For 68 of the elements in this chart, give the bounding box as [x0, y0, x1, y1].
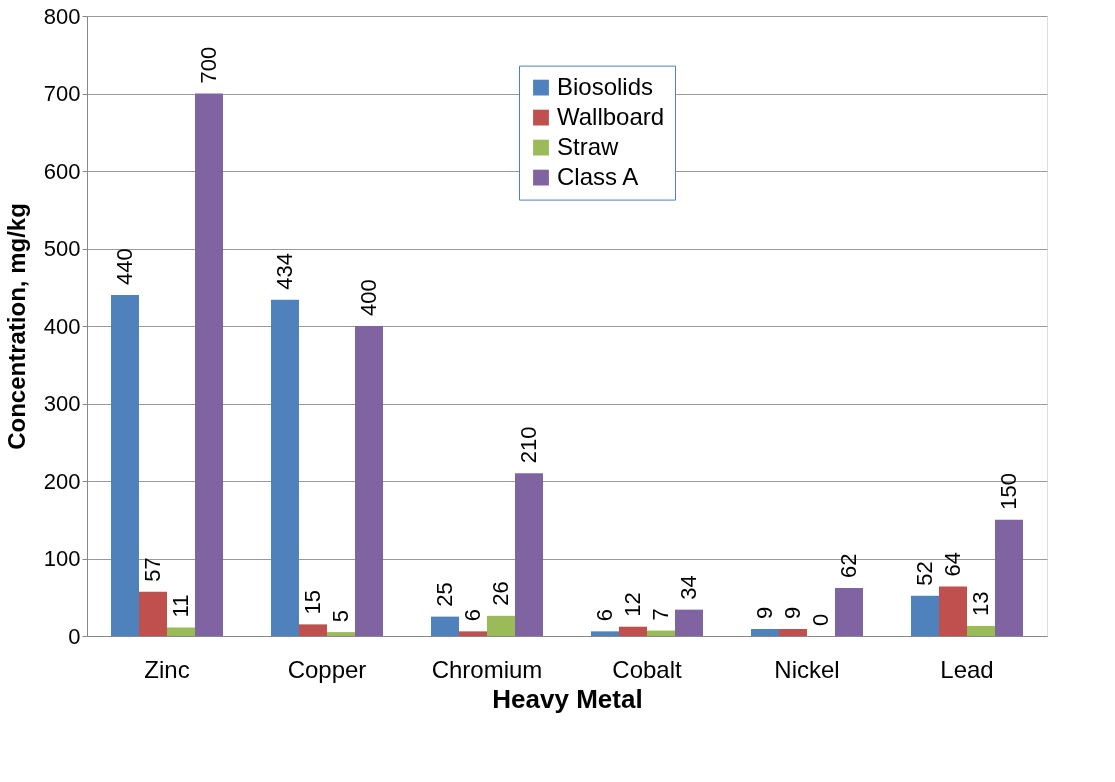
bar: [647, 630, 675, 636]
x-tick-label: Zinc: [144, 655, 190, 683]
y-tick-label: 200: [43, 468, 81, 494]
bar: [967, 625, 995, 636]
bar: [779, 629, 807, 636]
data-label: 210: [516, 426, 541, 464]
bar: [195, 93, 223, 636]
data-label: 25: [432, 582, 457, 607]
y-tick-label: 300: [43, 391, 81, 416]
data-label: 13: [968, 591, 993, 616]
bar: [995, 519, 1023, 636]
bar: [271, 299, 299, 636]
data-label: 57: [140, 557, 165, 582]
data-label: 400: [356, 279, 381, 316]
data-label: 9: [780, 606, 805, 620]
data-label: 700: [196, 46, 221, 84]
bar: [751, 629, 779, 636]
legend-label: Class A: [557, 162, 639, 190]
bar: [299, 624, 327, 636]
data-label: 64: [940, 551, 965, 577]
y-tick-label: 400: [43, 313, 81, 339]
bar: [431, 616, 459, 636]
data-label: 434: [272, 252, 297, 290]
data-label: 5: [328, 609, 353, 623]
x-tick-label: Chromium: [431, 655, 543, 683]
bar: [487, 615, 515, 636]
legend-label: Straw: [557, 132, 620, 160]
bar: [675, 609, 703, 636]
data-label: 150: [996, 473, 1021, 510]
bar: [111, 295, 139, 636]
bar: [911, 595, 939, 636]
bar: [619, 626, 647, 636]
bar: [939, 586, 967, 636]
y-tick-label: 800: [43, 3, 81, 29]
data-label: 52: [912, 561, 937, 586]
bar: [327, 632, 355, 636]
y-axis-title: Concentration, mg/kg: [2, 203, 30, 450]
data-label: 440: [112, 248, 137, 285]
x-tick-label: Lead: [940, 655, 994, 683]
data-label: 9: [752, 606, 777, 620]
data-label: 34: [676, 575, 701, 600]
bar: [835, 587, 863, 636]
y-tick-label: 100: [43, 546, 81, 571]
data-label: 0: [808, 613, 833, 626]
y-tick-label: 0: [68, 623, 81, 649]
y-tick-label: 600: [43, 158, 81, 184]
data-label: 6: [592, 609, 617, 622]
legend-label: Wallboard: [557, 102, 665, 130]
x-axis-title: Heavy Metal: [492, 683, 643, 714]
y-tick-label: 500: [43, 236, 81, 261]
bar: [591, 631, 619, 636]
data-label: 12: [620, 592, 645, 617]
y-tick-label: 700: [43, 81, 81, 106]
x-tick-label: Cobalt: [612, 655, 683, 683]
legend-label: Biosolids: [557, 72, 654, 100]
bar: [167, 627, 195, 636]
bar: [139, 591, 167, 636]
bar: [515, 473, 543, 636]
data-label: 6: [460, 609, 485, 622]
data-label: 62: [836, 553, 861, 578]
data-label: 11: [168, 594, 193, 618]
data-label: 7: [648, 608, 673, 621]
bar: [355, 326, 383, 636]
data-label: 15: [300, 589, 325, 615]
bar: [459, 631, 487, 636]
x-tick-label: Nickel: [774, 655, 840, 683]
data-label: 26: [488, 581, 513, 606]
x-tick-label: Copper: [287, 655, 367, 683]
